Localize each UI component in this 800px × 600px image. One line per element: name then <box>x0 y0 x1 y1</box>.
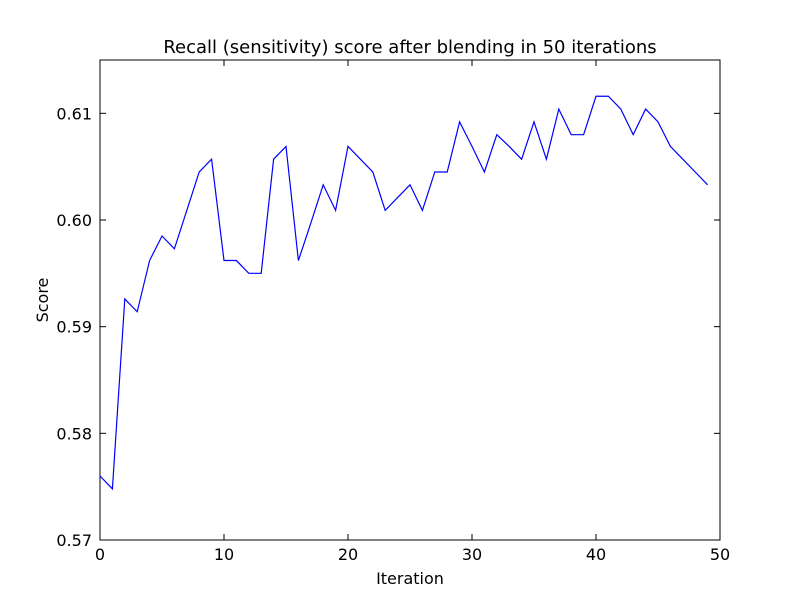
axis-ticks <box>99 60 721 541</box>
x-tick-label: 50 <box>710 545 730 564</box>
plot-frame <box>99 59 721 541</box>
x-tick-label: 0 <box>95 545 105 564</box>
chart-title: Recall (sensitivity) score after blendin… <box>163 37 656 58</box>
series-line <box>99 95 709 491</box>
y-tick-label: 0.59 <box>56 318 92 337</box>
y-tick-label: 0.61 <box>56 104 92 123</box>
axis-tick-labels: 0 10 20 30 40 50 0.57 0.58 0.59 0.60 0.61 <box>56 104 730 564</box>
x-tick-label: 40 <box>586 545 606 564</box>
y-tick-label: 0.60 <box>56 211 92 230</box>
y-tick-label: 0.57 <box>56 531 92 550</box>
x-tick-label: 10 <box>214 545 234 564</box>
y-tick-label: 0.58 <box>56 424 92 443</box>
x-tick-label: 30 <box>462 545 482 564</box>
x-axis-label: Iteration <box>376 569 444 588</box>
y-axis-label: Score <box>33 278 52 323</box>
x-tick-label: 20 <box>338 545 358 564</box>
